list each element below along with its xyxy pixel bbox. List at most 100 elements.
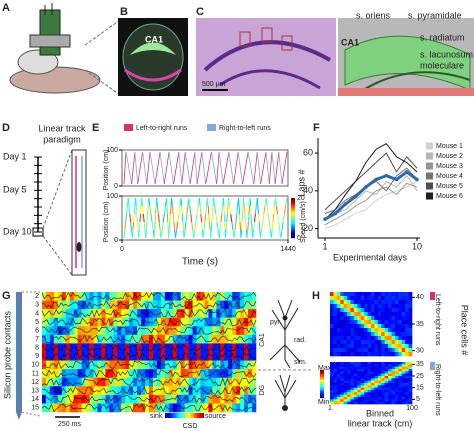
csd-cell — [49, 317, 55, 327]
heat-cell — [408, 387, 413, 391]
brain-outline — [122, 23, 184, 91]
heat-cell — [381, 397, 385, 400]
line — [324, 182, 418, 226]
csd-cell — [220, 377, 225, 387]
csd-cell — [45, 343, 51, 353]
heat-cell — [353, 401, 358, 405]
heat-cell — [357, 366, 362, 370]
run — [181, 151, 186, 185]
heat-cell — [374, 383, 379, 386]
x-tick-label: 1 — [322, 241, 327, 251]
csd-cell — [196, 386, 201, 396]
heat-cell — [360, 348, 365, 353]
heat-cell — [336, 369, 341, 372]
heat-cell — [384, 362, 389, 365]
heat-cell — [350, 324, 355, 329]
heat-cell — [360, 387, 365, 391]
heat-cell — [371, 394, 375, 398]
heat-cell — [388, 399, 392, 402]
csd-cell — [101, 377, 106, 387]
heat-cell — [374, 292, 379, 297]
csd-cell — [216, 343, 221, 353]
heat-cell — [391, 332, 396, 337]
csd-cell — [176, 377, 182, 387]
channel-label: 9 — [35, 353, 39, 360]
heat-cell — [374, 373, 379, 377]
csd-cell — [252, 334, 257, 344]
run — [148, 197, 151, 207]
heat-cell — [350, 340, 355, 345]
csd-cell — [192, 352, 197, 361]
csd-cell — [220, 369, 225, 379]
csd-cell — [89, 326, 94, 336]
csd-cell — [180, 343, 185, 353]
csd-cell — [156, 360, 162, 370]
heat-cell — [343, 332, 348, 337]
csd-cell — [252, 369, 257, 379]
csd-cell — [85, 377, 90, 387]
csd-cell — [164, 403, 170, 413]
heat-cell — [405, 324, 409, 329]
run — [263, 205, 266, 215]
run — [163, 151, 170, 185]
csd-cell — [105, 360, 110, 370]
csd-cell — [57, 343, 63, 353]
heat-cell — [336, 312, 341, 317]
heat-cell — [384, 380, 389, 384]
heat-cell — [367, 292, 372, 297]
csd-cell — [49, 386, 55, 396]
colorbar-cell — [291, 230, 295, 233]
colorbar-label: Speed (cm/s) — [300, 201, 307, 243]
heat-cell — [371, 369, 375, 372]
csd-cell — [188, 292, 193, 301]
heat-cell — [401, 348, 406, 353]
heat-cell — [364, 378, 368, 381]
heat-cell — [391, 394, 396, 398]
heat-cell — [347, 304, 351, 309]
run — [173, 221, 176, 231]
panel-label: C — [196, 6, 204, 18]
heat-cell — [367, 308, 372, 313]
colorbar-cell — [320, 377, 324, 379]
heat-cell — [377, 390, 382, 393]
csd-cell — [184, 326, 189, 336]
csd-cell — [208, 369, 213, 379]
colorbar-cell — [181, 413, 184, 418]
csd-cell — [125, 309, 130, 319]
run — [204, 213, 207, 223]
heat-cell — [353, 387, 358, 391]
lfp-trace — [41, 291, 257, 301]
heat-cell — [336, 390, 341, 393]
heat-cell — [333, 401, 338, 405]
csd-cell — [53, 360, 59, 370]
csd-cell — [77, 403, 82, 413]
heat-cell — [367, 371, 372, 374]
heat-cell — [357, 344, 362, 349]
heat-cell — [405, 352, 409, 357]
heat-cell — [371, 401, 375, 405]
colorbar-cell — [320, 389, 324, 392]
heat-cell — [364, 371, 368, 374]
csd-cell — [97, 403, 102, 413]
csd-cell — [141, 369, 146, 379]
run — [145, 221, 148, 231]
heat-cell — [381, 371, 385, 374]
heat-cell — [391, 312, 396, 317]
csd-cell — [224, 292, 229, 301]
heat-cell — [353, 369, 358, 372]
heat-cell — [357, 328, 362, 333]
heat-cell — [374, 390, 379, 393]
heat-cell — [350, 401, 355, 405]
csd-cell — [69, 377, 75, 387]
csd-cell — [236, 300, 241, 310]
csd-cell — [244, 300, 249, 310]
heat-cell — [388, 324, 392, 329]
csd-cell — [176, 326, 182, 336]
csd-cell — [117, 360, 122, 370]
csd-cell — [184, 343, 189, 353]
csd-cell — [200, 377, 205, 387]
run — [185, 213, 188, 223]
lfp-trace — [41, 300, 257, 310]
csd-cell — [121, 300, 126, 310]
heat-cell — [364, 316, 368, 321]
